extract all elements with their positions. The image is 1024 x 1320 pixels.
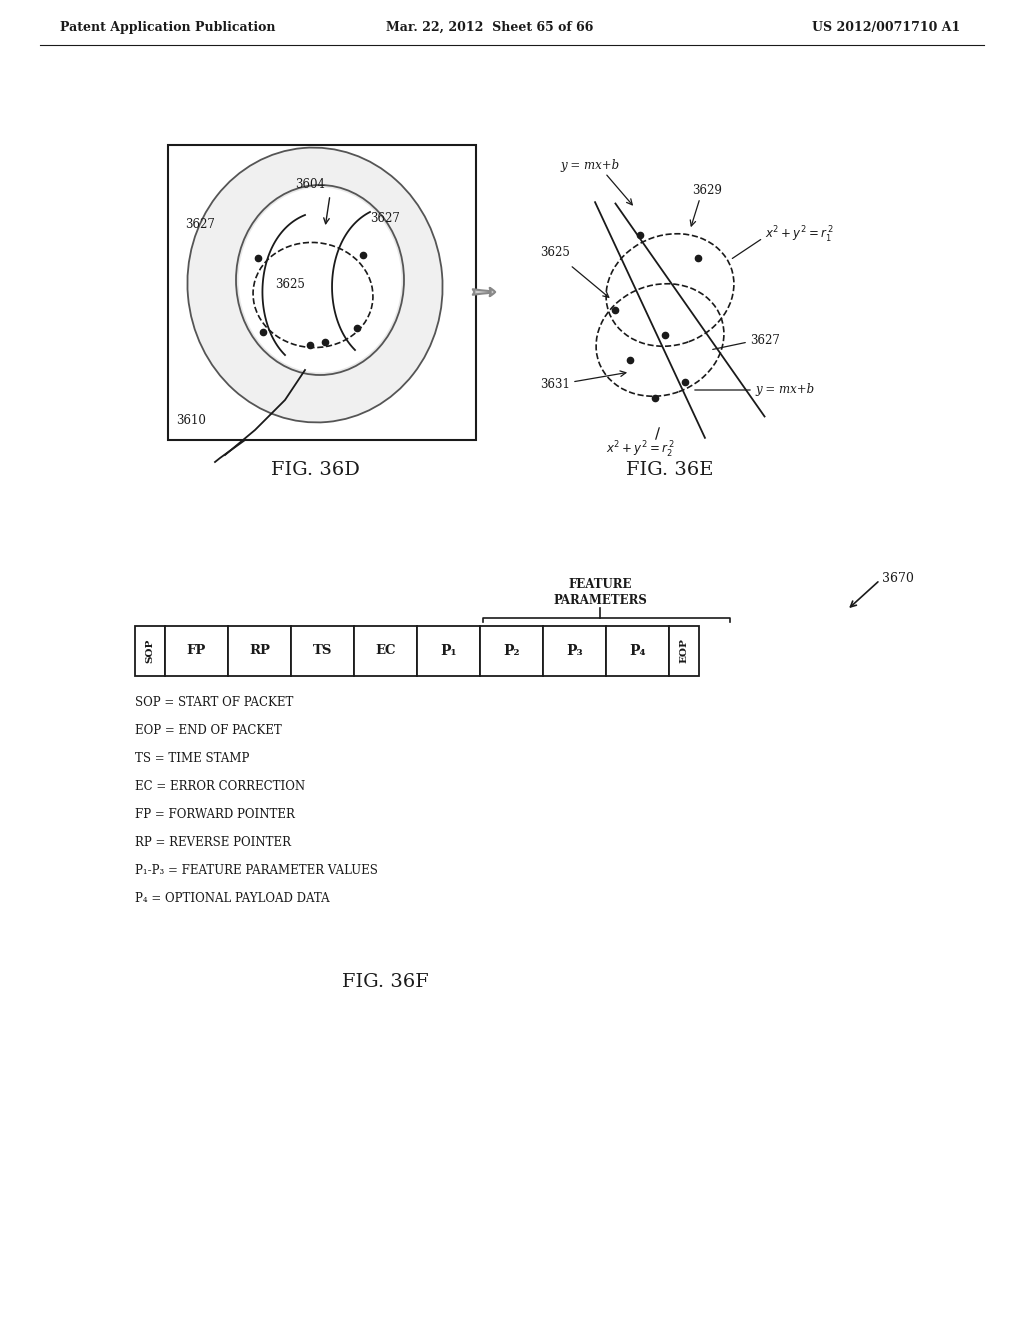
Text: 3610: 3610 [176,413,206,426]
Text: P₃: P₃ [566,644,583,657]
Text: TS = TIME STAMP: TS = TIME STAMP [135,752,250,766]
Text: EC = ERROR CORRECTION: EC = ERROR CORRECTION [135,780,305,793]
Text: SOP: SOP [145,639,155,663]
Ellipse shape [236,185,404,375]
Text: RP: RP [249,644,270,657]
Bar [135,626,165,676]
Text: 3604: 3604 [295,178,325,191]
Text: 3631: 3631 [540,379,570,392]
Bar [165,626,228,676]
Text: y = mx+b: y = mx+b [560,158,620,172]
Text: 3629: 3629 [692,183,722,197]
Bar [669,626,699,676]
Bar [168,145,476,440]
Text: 3627: 3627 [185,219,215,231]
Text: US 2012/0071710 A1: US 2012/0071710 A1 [812,21,961,33]
Text: P₁: P₁ [440,644,457,657]
Text: P₄: P₄ [629,644,646,657]
Bar [291,626,354,676]
Text: FIG. 36D: FIG. 36D [270,461,359,479]
Text: FP = FORWARD POINTER: FP = FORWARD POINTER [135,808,295,821]
Text: EC: EC [375,644,395,657]
Bar [480,626,543,676]
Ellipse shape [239,187,401,372]
Text: y = mx+b: y = mx+b [755,384,814,396]
Text: EOP = END OF PACKET: EOP = END OF PACKET [135,723,282,737]
Text: FIG. 36E: FIG. 36E [627,461,714,479]
Text: 3627: 3627 [370,211,400,224]
Text: FIG. 36F: FIG. 36F [342,973,428,991]
Text: $x^2+y^2 = r_2^{\,2}$: $x^2+y^2 = r_2^{\,2}$ [605,440,675,461]
Text: Patent Application Publication: Patent Application Publication [60,21,275,33]
Text: 3627: 3627 [750,334,780,346]
Text: RP = REVERSE POINTER: RP = REVERSE POINTER [135,836,291,849]
Text: EOP: EOP [680,639,688,664]
Text: P₁-P₃ = FEATURE PARAMETER VALUES: P₁-P₃ = FEATURE PARAMETER VALUES [135,865,378,876]
Text: $x^2+y^2 = r_1^{\,2}$: $x^2+y^2 = r_1^{\,2}$ [765,224,834,246]
Text: 3625: 3625 [275,279,305,292]
Text: 3625: 3625 [540,246,570,259]
Text: TS: TS [312,644,332,657]
Bar [228,626,291,676]
Bar [543,626,606,676]
Text: P₂: P₂ [503,644,520,657]
Bar [417,626,480,676]
Text: P₄ = OPTIONAL PAYLOAD DATA: P₄ = OPTIONAL PAYLOAD DATA [135,892,330,906]
Text: FP: FP [186,644,206,657]
Text: Mar. 22, 2012  Sheet 65 of 66: Mar. 22, 2012 Sheet 65 of 66 [386,21,594,33]
Bar [354,626,417,676]
Text: SOP = START OF PACKET: SOP = START OF PACKET [135,696,293,709]
Bar [606,626,669,676]
Ellipse shape [187,148,442,422]
Text: FEATURE
PARAMETERS: FEATURE PARAMETERS [553,578,647,606]
Text: 3670: 3670 [882,572,913,585]
